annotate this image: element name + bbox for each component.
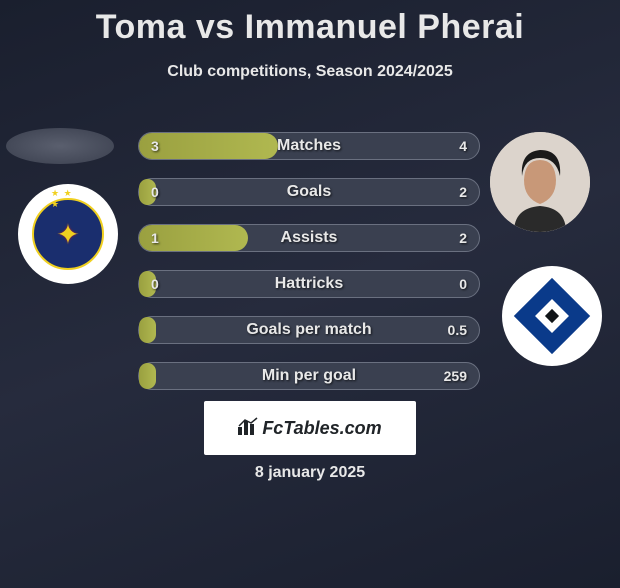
stat-value-right: 0 <box>459 271 467 297</box>
stat-label: Min per goal <box>139 363 479 389</box>
site-logo: FcTables.com <box>204 401 416 455</box>
player-left-photo <box>6 128 114 164</box>
bars-icon <box>238 417 258 440</box>
stat-value-right: 259 <box>444 363 467 389</box>
club-left-badge: ★ ★ ★ ✦ <box>18 184 118 284</box>
stat-label: Matches <box>139 133 479 159</box>
stat-label: Assists <box>139 225 479 251</box>
subtitle: Club competitions, Season 2024/2025 <box>0 63 620 81</box>
site-logo-text: FcTables.com <box>262 418 381 439</box>
stat-row: 0Goals2 <box>138 178 480 206</box>
stat-label: Goals per match <box>139 317 479 343</box>
player-right-photo <box>490 132 590 232</box>
stars-icon: ★ ★ ★ <box>51 188 85 210</box>
stat-row: 0Hattricks0 <box>138 270 480 298</box>
stat-row: Min per goal259 <box>138 362 480 390</box>
stat-label: Hattricks <box>139 271 479 297</box>
star-icon: ✦ <box>56 218 79 251</box>
stat-value-right: 2 <box>459 225 467 251</box>
stat-row: Goals per match0.5 <box>138 316 480 344</box>
stats-panel: 3Matches40Goals21Assists20Hattricks0Goal… <box>138 132 480 408</box>
stat-row: 1Assists2 <box>138 224 480 252</box>
stat-value-right: 2 <box>459 179 467 205</box>
date-label: 8 january 2025 <box>0 464 620 482</box>
stat-label: Goals <box>139 179 479 205</box>
club-right-badge <box>502 266 602 366</box>
stat-value-right: 0.5 <box>448 317 467 343</box>
page-title: Toma vs Immanuel Pherai <box>0 8 620 47</box>
stat-value-right: 4 <box>459 133 467 159</box>
stat-row: 3Matches4 <box>138 132 480 160</box>
